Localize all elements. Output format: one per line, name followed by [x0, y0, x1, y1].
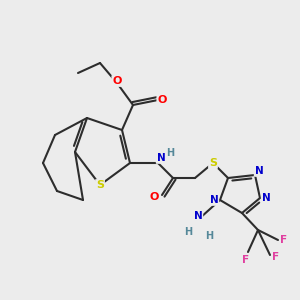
Text: S: S — [96, 180, 104, 190]
Text: N: N — [255, 166, 263, 176]
Text: O: O — [149, 192, 159, 202]
Text: S: S — [209, 158, 217, 168]
Text: H: H — [205, 231, 213, 241]
Text: N: N — [157, 153, 165, 163]
Text: F: F — [280, 235, 288, 245]
Text: N: N — [210, 195, 218, 205]
Text: O: O — [112, 76, 122, 86]
Text: H: H — [184, 227, 192, 237]
Text: O: O — [157, 95, 167, 105]
Text: N: N — [262, 193, 270, 203]
Text: F: F — [242, 255, 250, 265]
Text: H: H — [166, 148, 174, 158]
Text: F: F — [272, 252, 280, 262]
Text: N: N — [194, 211, 202, 221]
